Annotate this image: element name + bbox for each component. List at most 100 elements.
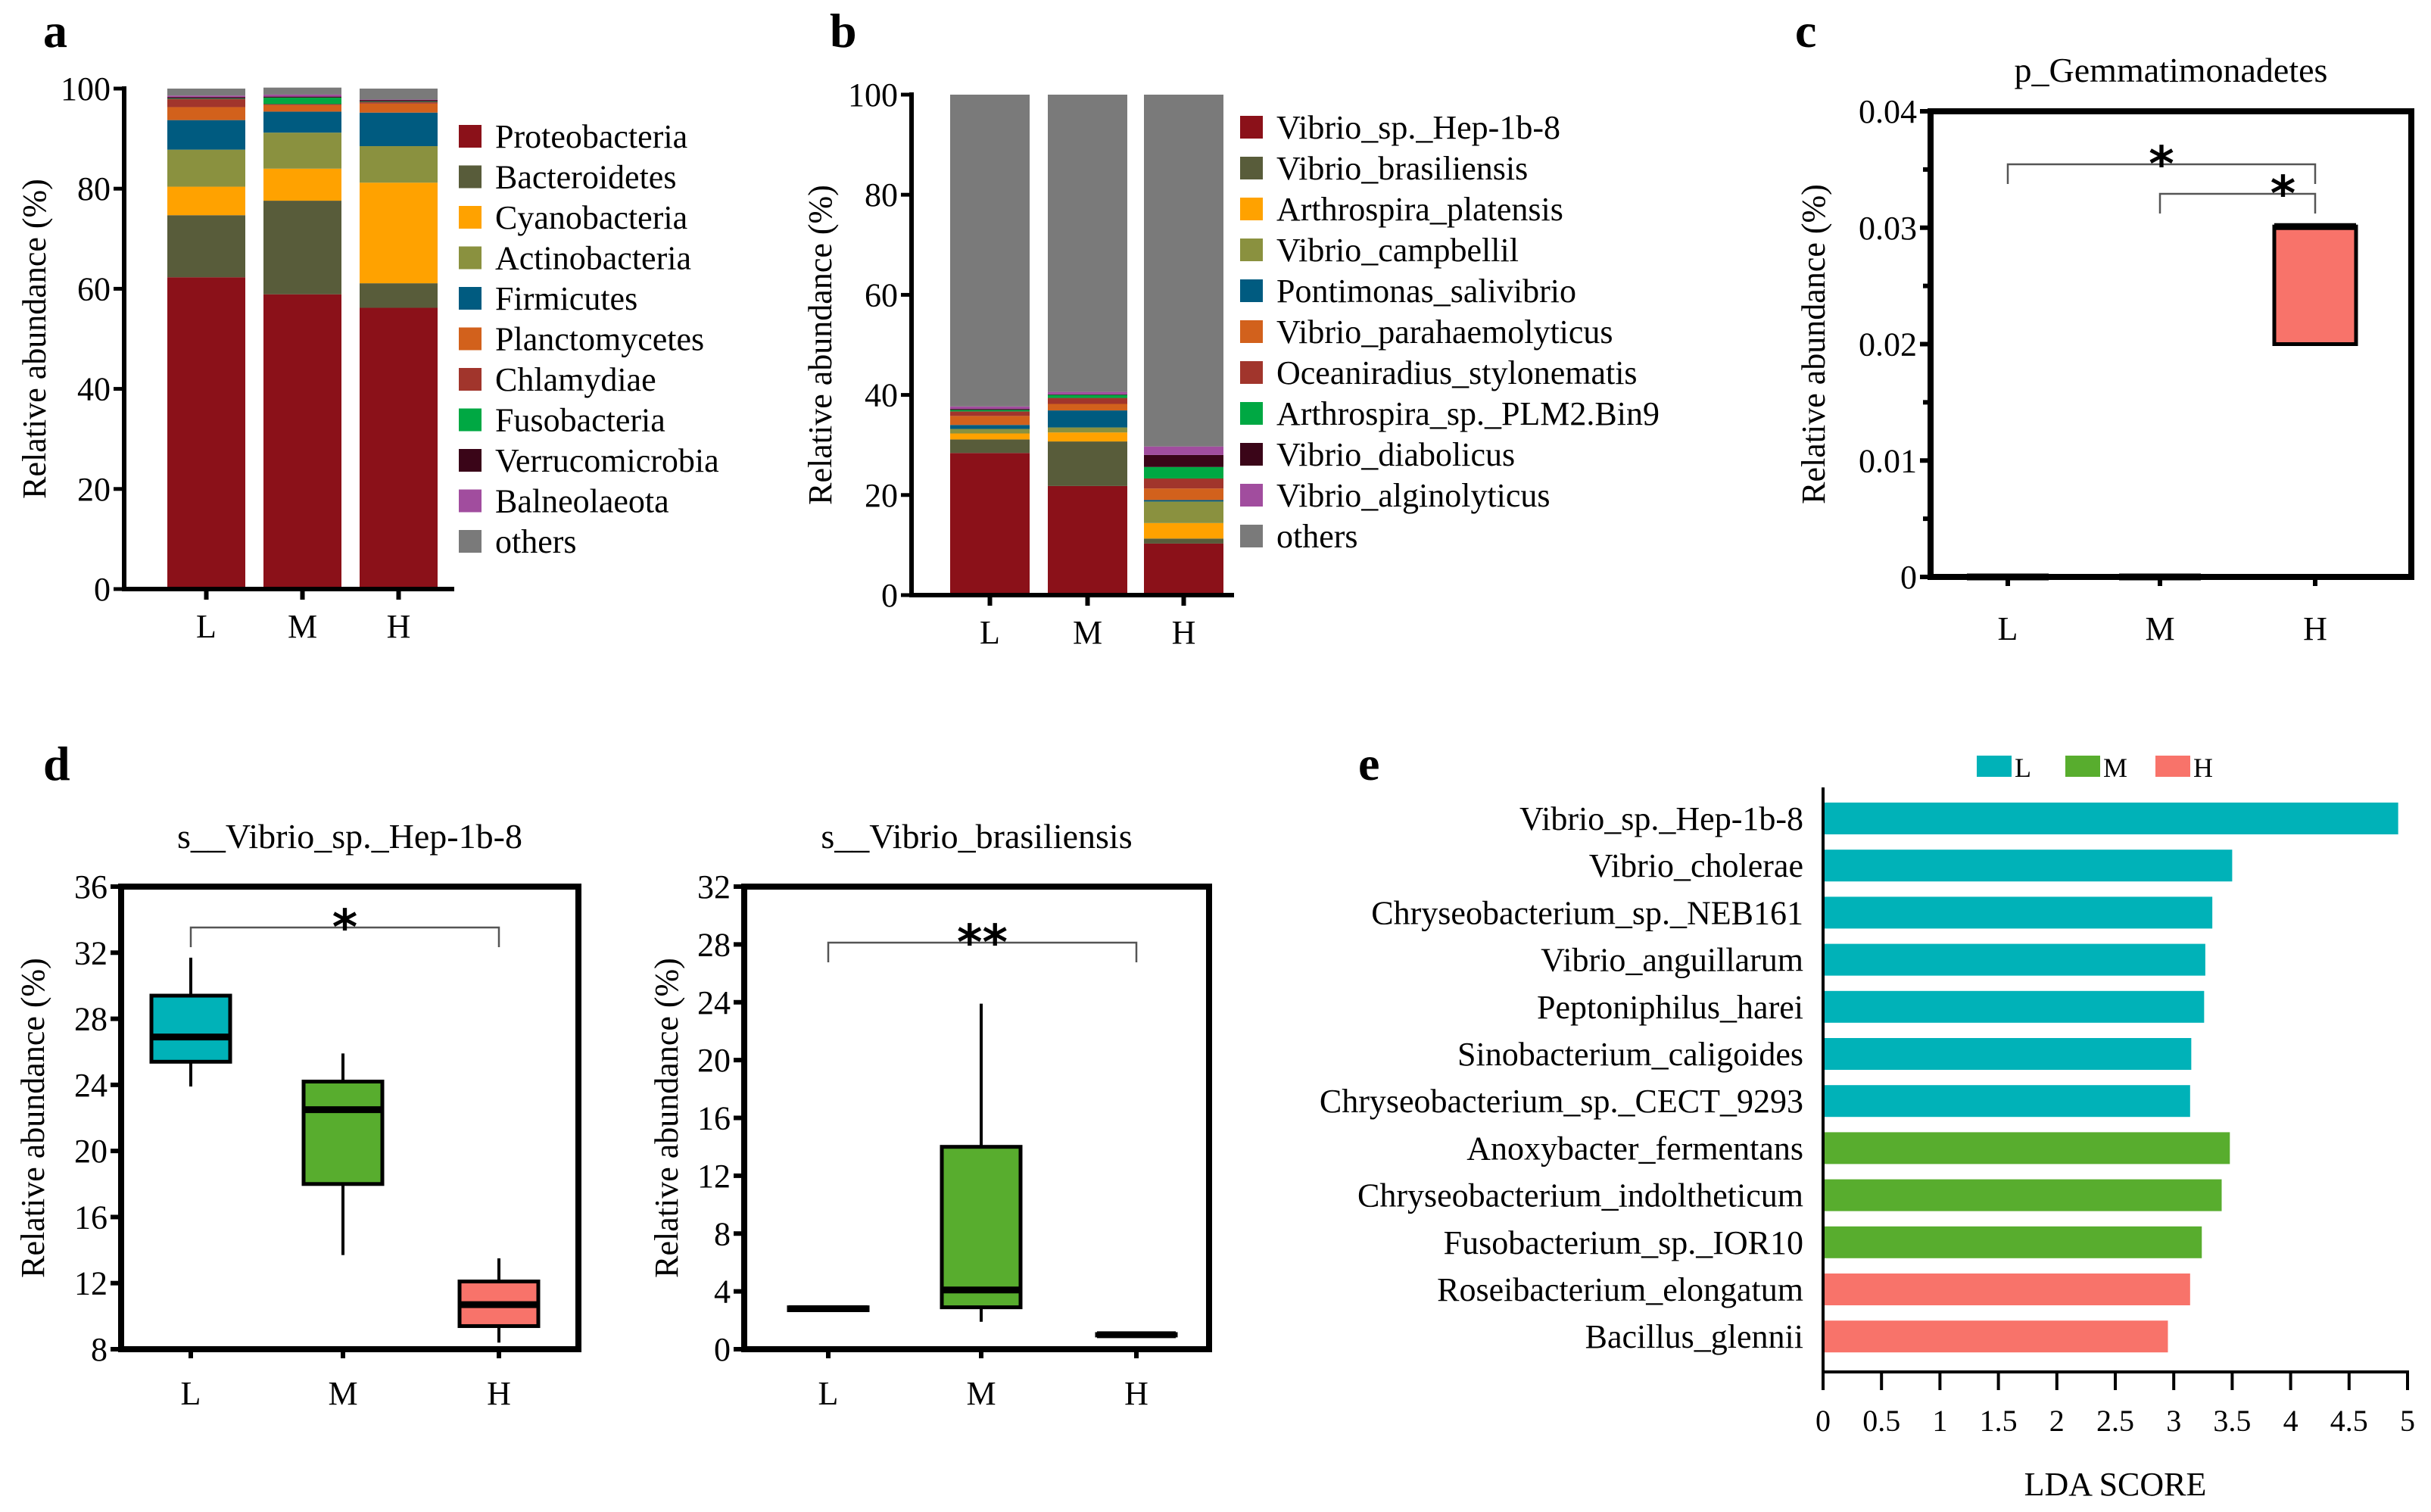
legend-label: Bacteroidetes — [495, 159, 676, 196]
legend-swatch — [459, 408, 482, 432]
box-L — [149, 993, 232, 1064]
y-tick-label: 12 — [74, 1265, 108, 1302]
legend-label: Vibrio_campbellil — [1276, 232, 1519, 269]
y-tick-label: 24 — [697, 984, 731, 1021]
x-tick-label: 4 — [2283, 1404, 2299, 1438]
bar-segment-L-Proteobacteria — [167, 277, 245, 589]
legend-label: M — [2103, 753, 2127, 783]
legend-label: Verrucomicrobia — [495, 442, 719, 479]
lda-feature-label: Vibrio_cholerae — [1589, 847, 1803, 884]
legend-swatch — [1240, 402, 1263, 425]
bar-segment-H-Firmicutes — [360, 112, 438, 147]
x-tick-label: L — [818, 1375, 839, 1412]
bar-segment-L-Verrucomicrobia — [167, 97, 245, 99]
bar-segment-M-Fusobacteria — [263, 97, 341, 104]
y-tick-label: 60 — [77, 270, 111, 307]
y-tick-label: 40 — [77, 371, 111, 408]
bar-segment-M-Firmicutes — [263, 111, 341, 133]
legend-swatch — [459, 287, 482, 310]
legend-swatch — [459, 327, 482, 351]
bar-segment-L-Vibrio_alginolyticus — [950, 406, 1030, 410]
x-tick-label: 3.5 — [2213, 1404, 2251, 1438]
x-tick-label: 4.5 — [2330, 1404, 2368, 1438]
legend-swatch — [1240, 238, 1263, 261]
y-tick-label: 80 — [865, 176, 898, 214]
legend-swatch — [459, 449, 482, 472]
y-tick-label: 80 — [77, 170, 111, 207]
legend-swatch — [459, 165, 482, 189]
panel-d1: d s__Vibrio_sp._Hep-1b-8 8 12 16 20 24 28 32 36 Re… — [14, 737, 581, 1412]
panel-a: a L M H 0 20 40 60 80 100 Relative abundance (%) Pr… — [16, 4, 719, 645]
bar-segment-H-Fusobacteria — [360, 101, 438, 102]
legend-swatch — [1240, 525, 1263, 547]
legend-swatch-L — [1977, 756, 2012, 777]
lda-bar — [1823, 850, 2233, 882]
legend-swatch — [1240, 198, 1263, 220]
significance-bracket — [2158, 192, 2317, 214]
lda-feature-label: Chryseobacterium_sp._NEB161 — [1371, 894, 1803, 931]
y-tick-label: 0.04 — [1859, 93, 1917, 130]
bar-segment-H-Arthrospira_platensis — [1144, 522, 1223, 539]
legend-label: Fusobacteria — [495, 402, 665, 439]
bar-segment-M-Balneolaeota — [263, 94, 341, 97]
y-tick-label: 60 — [865, 276, 898, 313]
legend-label: H — [2193, 753, 2213, 783]
panel-e: e L M H Vibrio_sp._Hep-1b-8 Vibrio_cholerae Ch… — [1320, 737, 2415, 1503]
bar-segment-M-Planctomycetes — [263, 104, 341, 112]
x-axis-title: LDA SCORE — [2024, 1466, 2207, 1503]
bar-segment-L-Actinobacteria — [167, 149, 245, 187]
significance-bracket — [189, 926, 500, 947]
legend-label: Proteobacteria — [495, 118, 687, 155]
panel-label: e — [1358, 737, 1379, 790]
bar-segment-L-Vibrio_sp._Hep-1b-8 — [950, 453, 1030, 595]
y-tick-label: 32 — [697, 868, 731, 906]
x-tick-label: L — [1998, 610, 2018, 647]
bar-segment-L-Pontimonas_salivibrio — [950, 425, 1030, 429]
x-tick-label: H — [1172, 614, 1196, 651]
y-tick-label: 28 — [74, 1001, 108, 1038]
x-tick-label: M — [328, 1375, 357, 1412]
y-tick-label: 0 — [714, 1331, 731, 1368]
bar-segment-M-Arthrospira_sp._PLM2.Bin9 — [1048, 394, 1127, 398]
bar-segment-H-Planctomycetes — [360, 103, 438, 113]
y-axis-title: Relative abundance (%) — [802, 185, 839, 505]
x-tick-label: H — [2303, 610, 2327, 647]
bar-segment-L-Balneolaeota — [167, 95, 245, 98]
bar-segment-H-Actinobacteria — [360, 146, 438, 183]
bar-segment-M-Vibrio_brasiliensis — [1048, 441, 1127, 486]
bar-segment-L-Oceaniradius_stylonematis — [950, 411, 1030, 416]
lda-feature-label: Roseibacterium_elongatum — [1437, 1271, 1803, 1308]
bar-segment-H-others — [1144, 95, 1223, 447]
bar-segment-M-Actinobacteria — [263, 132, 341, 169]
plot-frame — [741, 884, 1212, 1352]
y-tick-label: 16 — [74, 1199, 108, 1236]
legend-swatch — [459, 125, 482, 148]
legend-label: Arthrospira_platensis — [1276, 191, 1563, 228]
y-tick-label: 28 — [697, 926, 731, 963]
significance-stars: * — [332, 900, 357, 956]
lda-bar — [1823, 1085, 2190, 1118]
x-tick-label: 3 — [2166, 1404, 2181, 1438]
panel-label: b — [830, 4, 857, 58]
legend-label: Cyanobacteria — [495, 199, 687, 236]
chart-title: p_Gemmatimonadetes — [2015, 51, 2328, 89]
y-tick-label: 0 — [94, 571, 111, 608]
chart-title: s__Vibrio_sp._Hep-1b-8 — [177, 817, 522, 856]
bar-segment-M-Vibrio_diabolicus — [1048, 394, 1127, 395]
bar-segment-M-others — [263, 87, 341, 95]
bar-segment-L-Chlamydiae — [167, 98, 245, 108]
bar-segment-L-Vibrio_parahaemolyticus — [950, 416, 1030, 426]
lda-feature-label: Vibrio_anguillarum — [1541, 942, 1803, 979]
significance-bracket — [2006, 163, 2317, 184]
legend-swatch-M — [2065, 756, 2100, 777]
legend-label: Vibrio_brasiliensis — [1276, 150, 1528, 187]
panel-d2: s__Vibrio_brasiliensis 0 4 8 12 16 20 24 28 32 Rel… — [648, 817, 1212, 1412]
legend-swatch — [1240, 320, 1263, 343]
bar-segment-M-Arthrospira_platensis — [1048, 432, 1127, 442]
lda-bar — [1823, 1274, 2190, 1305]
legend-label: Vibrio_sp._Hep-1b-8 — [1276, 109, 1560, 146]
bar-segment-M-Bacteroidetes — [263, 201, 341, 295]
bar-segment-L-Planctomycetes — [167, 107, 245, 120]
lda-feature-label: Chryseobacterium_indoltheticum — [1357, 1177, 1803, 1214]
x-tick-label: 5 — [2400, 1404, 2415, 1438]
